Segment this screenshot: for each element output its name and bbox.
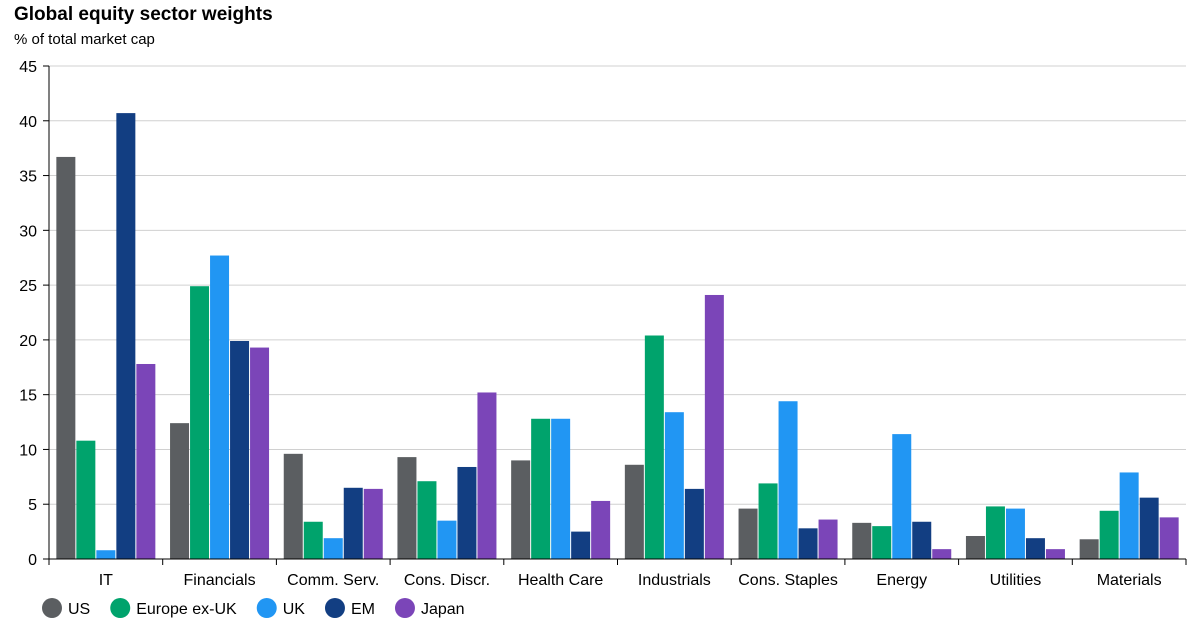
bar [644, 335, 664, 559]
bar [230, 340, 250, 559]
x-category-label: Health Care [518, 572, 603, 589]
x-category-label: Utilities [990, 572, 1042, 589]
bar [511, 460, 531, 559]
x-category-label: Cons. Discr. [404, 572, 490, 589]
bar [170, 423, 190, 559]
bar [1119, 472, 1139, 559]
bar [303, 521, 323, 559]
bar [96, 550, 116, 559]
bar [912, 521, 932, 559]
y-tick-label: 45 [19, 59, 37, 76]
bar [531, 418, 551, 559]
legend-label: US [68, 601, 90, 618]
bar [457, 466, 477, 559]
legend-marker [394, 598, 415, 618]
bar [704, 294, 724, 559]
legend-label: UK [283, 601, 306, 618]
bar [1099, 510, 1119, 559]
y-tick-label: 15 [19, 388, 37, 405]
bar [283, 453, 303, 559]
legend-marker [110, 598, 131, 618]
bar [591, 500, 611, 559]
y-tick-label: 25 [19, 278, 37, 295]
legend-label: Japan [421, 601, 465, 618]
bar [758, 483, 778, 559]
bar [1025, 538, 1045, 559]
legend-marker [42, 598, 62, 618]
y-tick-label: 10 [19, 442, 37, 459]
bar [624, 464, 644, 559]
bar [932, 549, 952, 559]
chart-subtitle: % of total market cap [14, 31, 155, 48]
bar [985, 506, 1005, 559]
bar [323, 538, 343, 559]
bar [684, 488, 704, 559]
bars [56, 113, 1179, 560]
legend-marker [324, 598, 345, 618]
bar [798, 528, 818, 559]
bar [417, 481, 437, 559]
bar [778, 401, 798, 559]
bar [1079, 539, 1099, 559]
y-tick-label: 0 [28, 552, 37, 569]
legend-label: EM [351, 601, 375, 618]
bar [872, 526, 892, 559]
bar [477, 392, 497, 559]
chart-title: Global equity sector weights [14, 4, 273, 25]
x-category-label: IT [99, 572, 113, 589]
x-category-label: Comm. Serv. [287, 572, 379, 589]
bar [664, 412, 684, 559]
bar [397, 457, 417, 559]
x-category-label: Energy [876, 572, 927, 589]
bar [965, 535, 985, 559]
bar [818, 519, 838, 559]
bar [210, 255, 230, 559]
bar [892, 434, 912, 559]
bar [190, 286, 210, 559]
bar [852, 522, 872, 559]
x-axis: IT Financials Comm. Serv. Cons. Discr. Healt… [48, 558, 1187, 589]
y-axis: 0 5 10 15 20 25 30 35 40 45 [19, 59, 50, 569]
bar [1045, 549, 1065, 559]
x-category-label: Industrials [638, 572, 711, 589]
x-category-label: Materials [1097, 572, 1162, 589]
y-tick-label: 35 [19, 169, 37, 186]
bar [343, 487, 363, 559]
y-tick-label: 20 [19, 333, 37, 350]
x-category-label: Cons. Staples [738, 572, 838, 589]
legend-label: Europe ex-UK [136, 601, 237, 618]
bar [1159, 517, 1179, 559]
bar [571, 531, 591, 559]
bar [56, 156, 76, 560]
legend-marker [256, 598, 277, 618]
y-tick-label: 40 [19, 114, 37, 131]
x-category-label: Financials [184, 572, 256, 589]
bar [1005, 508, 1025, 559]
bar [136, 363, 156, 559]
bar [1139, 497, 1159, 559]
bar [437, 520, 457, 559]
y-tick-label: 5 [28, 497, 37, 514]
bar [250, 347, 270, 559]
bar [76, 440, 96, 559]
y-tick-label: 30 [19, 223, 37, 240]
bar [551, 418, 571, 559]
bar [116, 113, 136, 559]
bar [363, 488, 383, 559]
bar [738, 508, 758, 559]
legend: US Europe ex-UK UK EM Japan [42, 598, 465, 618]
